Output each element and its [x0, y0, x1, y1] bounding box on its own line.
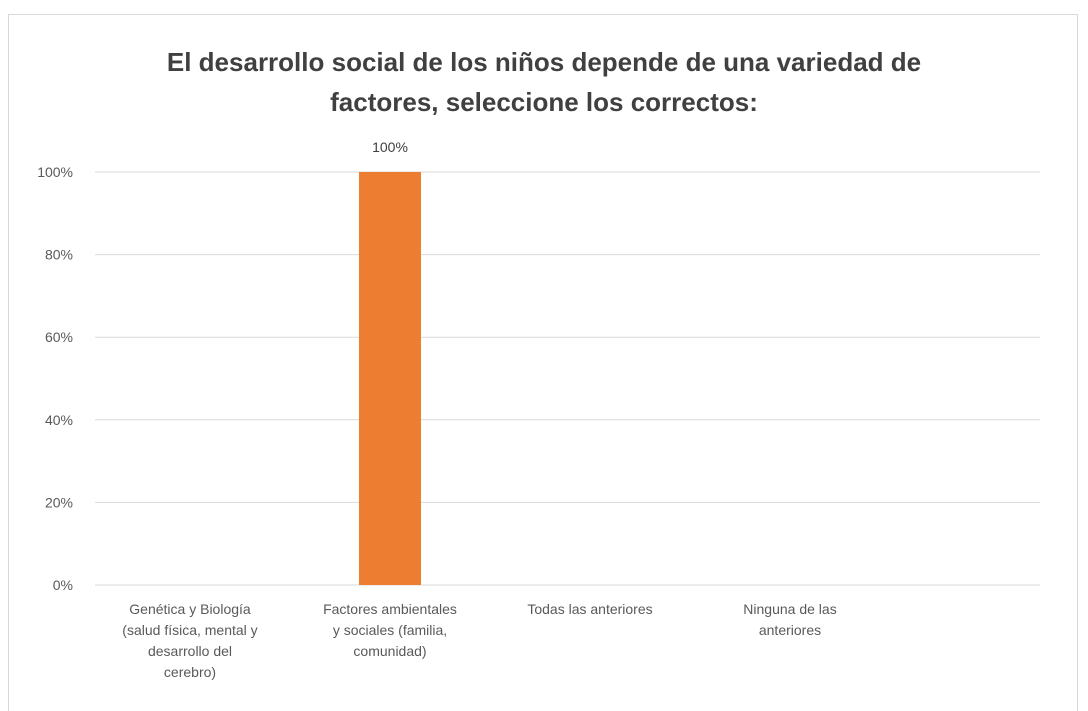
x-category-label: comunidad)	[353, 643, 426, 659]
x-category-label: Factores ambientales	[323, 601, 457, 617]
x-category-label: Ninguna de las	[743, 601, 836, 617]
bar	[359, 172, 421, 585]
y-tick-label: 100%	[37, 164, 73, 180]
y-tick-label: 0%	[53, 577, 73, 593]
data-label: 100%	[372, 139, 408, 155]
x-category-label: desarrollo del	[148, 643, 232, 659]
x-category-label: Genética y Biología	[129, 601, 251, 617]
y-tick-label: 40%	[45, 412, 73, 428]
x-category-label: (salud física, mental y	[122, 622, 257, 638]
chart-title-line-2: factores, seleccione los correctos:	[330, 87, 758, 117]
y-tick-label: 20%	[45, 494, 73, 510]
x-category-label: anteriores	[759, 622, 821, 638]
x-category-label: cerebro)	[164, 664, 216, 680]
y-tick-label: 80%	[45, 247, 73, 263]
x-category-label: y sociales (familia,	[333, 622, 447, 638]
y-tick-label: 60%	[45, 329, 73, 345]
chart-title: El desarrollo social de los niños depend…	[0, 42, 1088, 122]
chart-frame	[8, 14, 1078, 711]
x-category-label: Todas las anteriores	[527, 601, 652, 617]
chart-title-line-1: El desarrollo social de los niños depend…	[166, 47, 922, 77]
